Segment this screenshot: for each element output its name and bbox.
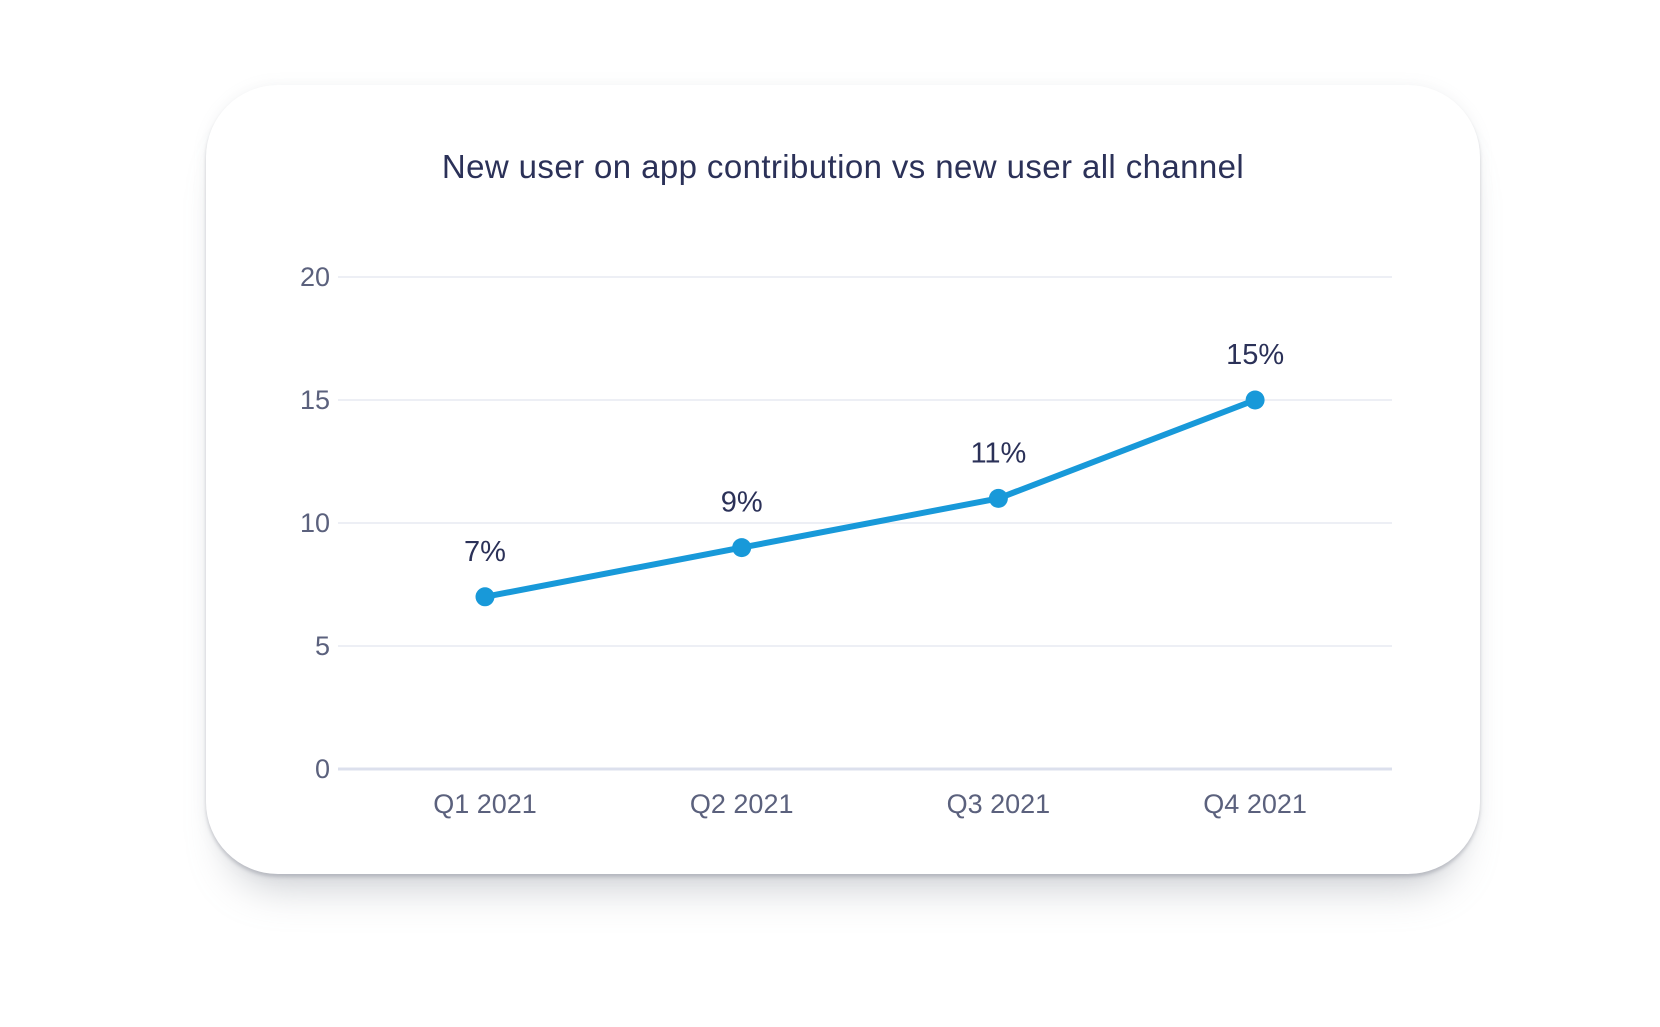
- chart-title: New user on app contribution vs new user…: [441, 148, 1245, 185]
- chart-card: New user on app contribution vs new user…: [206, 85, 1480, 874]
